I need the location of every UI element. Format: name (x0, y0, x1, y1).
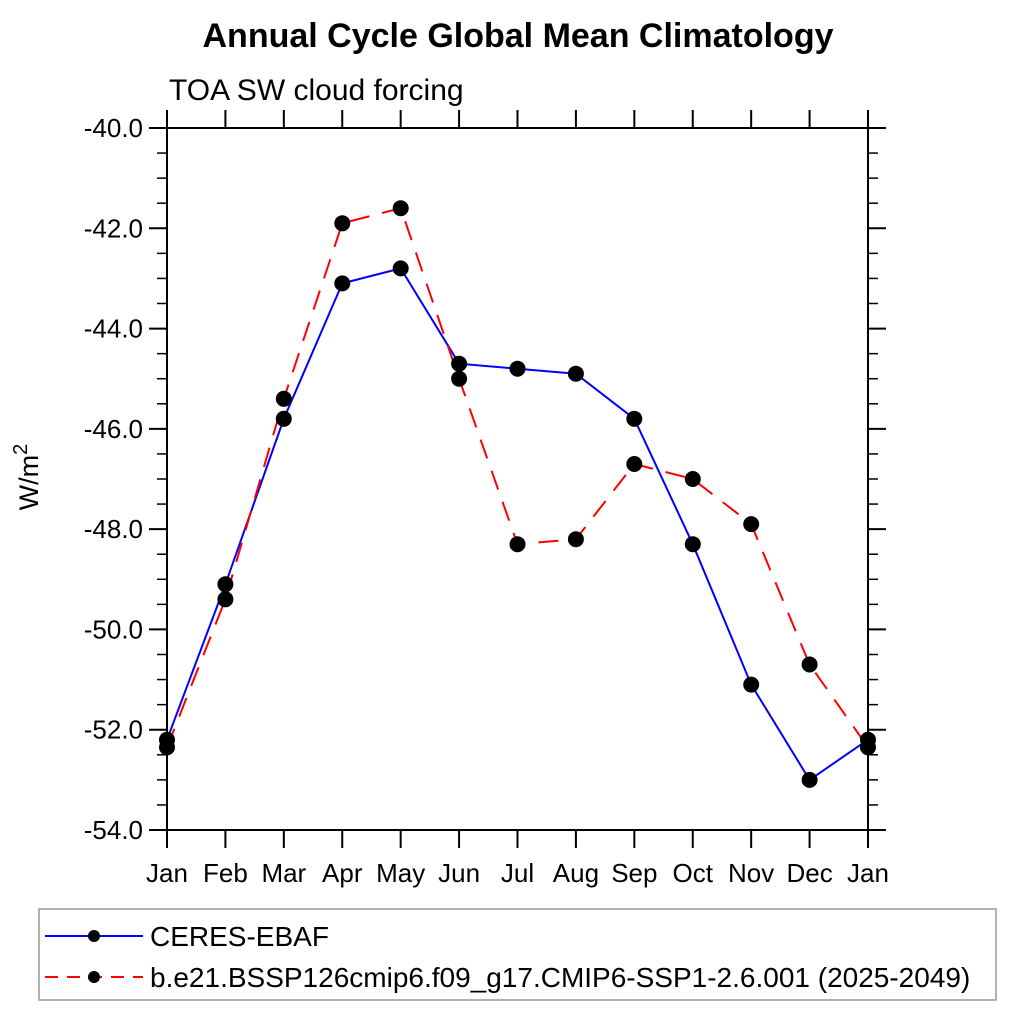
legend-marker-dot (88, 971, 100, 983)
legend: CERES-EBAF b.e21.BSSP126cmip6.f09_g17.CM… (38, 908, 997, 1001)
data-point (334, 275, 351, 292)
y-tick-label: -40.0 (84, 113, 143, 143)
x-tick-label: Jul (501, 858, 534, 888)
data-point (626, 456, 643, 472)
chart-subtitle: TOA SW cloud forcing (169, 74, 464, 107)
x-tick-label: Jan (146, 858, 188, 888)
data-point (275, 390, 292, 407)
y-axis-label: W/m2 (10, 444, 44, 511)
legend-label-ceres: CERES-EBAF (150, 921, 329, 952)
x-tick-label: Mar (261, 858, 306, 888)
legend-marker-dot (88, 930, 100, 942)
data-point (509, 360, 526, 377)
x-tick-label: Dec (786, 858, 832, 888)
data-point (860, 739, 876, 756)
data-point (217, 591, 234, 608)
data-point (567, 365, 584, 382)
data-point (684, 471, 701, 487)
y-tick-label: -46.0 (84, 414, 143, 444)
y-tick-label: -50.0 (84, 614, 143, 644)
legend-entry-ceres: CERES-EBAF (45, 921, 329, 952)
axis-ticks (149, 110, 886, 848)
x-tick-label: May (376, 858, 425, 888)
x-tick-label: Feb (203, 858, 248, 888)
legend-box (38, 908, 997, 1001)
legend-label-model: b.e21.BSSP126cmip6.f09_g17.CMIP6-SSP1-2.… (150, 962, 970, 993)
chart-title: Annual Cycle Global Mean Climatology (203, 17, 834, 55)
y-tick-label: -44.0 (84, 314, 143, 344)
plot-frame (166, 127, 869, 831)
series-line-solid (166, 267, 869, 782)
x-tick-label: Oct (673, 858, 714, 888)
data-point (392, 200, 409, 217)
data-point (801, 656, 818, 673)
data-point (451, 370, 468, 387)
data-point (334, 215, 351, 232)
x-tick-label: Jan (847, 858, 889, 888)
axis-tick-labels: Jan Feb Mar Apr May Jun Jul Aug Sep Oct Nov Dec Jan-… (84, 113, 889, 888)
data-point-markers (159, 200, 876, 788)
data-point (159, 739, 175, 756)
y-tick-label: -54.0 (84, 815, 143, 845)
x-tick-label: Aug (553, 858, 599, 888)
data-point (626, 410, 643, 427)
x-tick-label: Sep (611, 858, 657, 888)
data-point (509, 536, 526, 553)
data-point (451, 355, 468, 372)
series-line-dashed (166, 207, 869, 748)
data-point (743, 676, 760, 693)
data-point (743, 516, 760, 533)
x-tick-label: Apr (322, 858, 363, 888)
data-series-lines (166, 207, 869, 782)
data-point (684, 536, 701, 553)
x-tick-label: Nov (728, 858, 774, 888)
x-tick-label: Jun (438, 858, 480, 888)
y-tick-label: -52.0 (84, 715, 143, 745)
data-point (392, 260, 409, 277)
y-tick-label: -48.0 (84, 514, 143, 544)
y-tick-label: -42.0 (84, 213, 143, 243)
data-point (275, 410, 292, 427)
data-point (567, 531, 584, 548)
legend-entry-model: b.e21.BSSP126cmip6.f09_g17.CMIP6-SSP1-2.… (45, 962, 970, 993)
data-point (801, 771, 818, 788)
data-point (217, 576, 234, 593)
